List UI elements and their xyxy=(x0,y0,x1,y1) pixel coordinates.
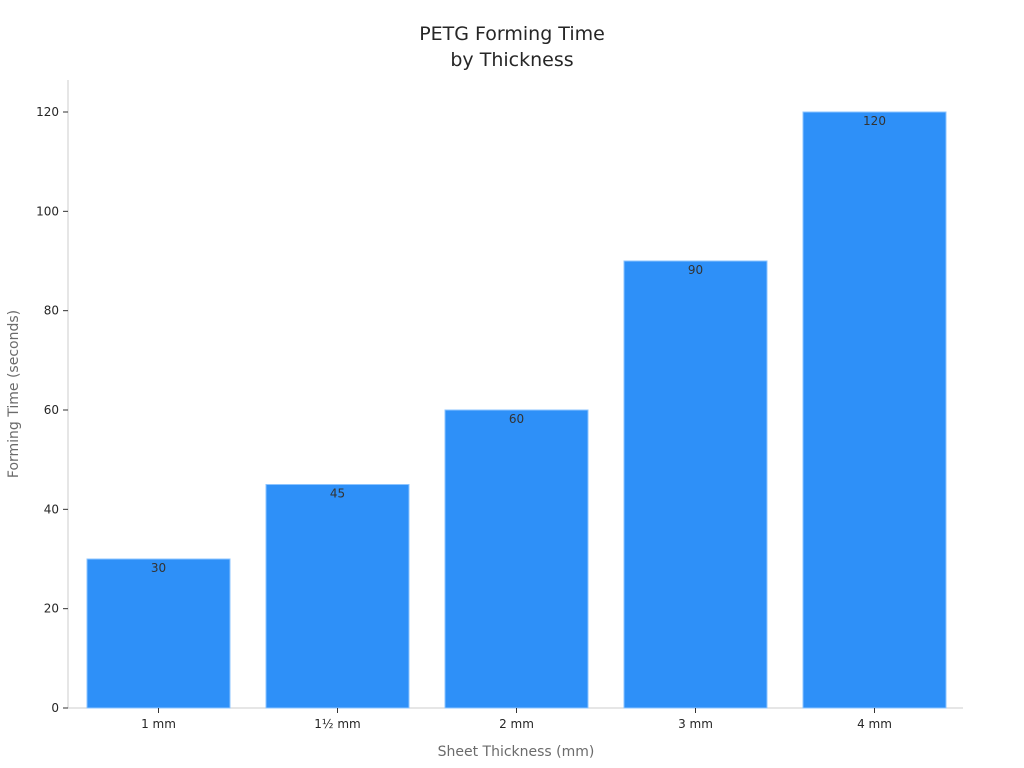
y-tick-label: 80 xyxy=(44,304,59,318)
data-label: 90 xyxy=(688,263,703,277)
y-tick-label: 40 xyxy=(44,502,59,516)
data-label: 30 xyxy=(151,561,166,575)
bar xyxy=(86,558,231,709)
y-tick-label: 100 xyxy=(36,204,59,218)
x-axis-label: Sheet Thickness (mm) xyxy=(438,744,595,760)
data-label: 60 xyxy=(509,412,524,426)
y-axis-label: Forming Time (seconds) xyxy=(6,310,22,478)
x-tick-label: 2 mm xyxy=(499,717,534,731)
chart-title-line-2: by Thickness xyxy=(450,49,573,71)
y-tick-label: 20 xyxy=(44,602,59,616)
y-tick-label: 120 xyxy=(36,105,59,119)
bar xyxy=(265,484,410,709)
bar xyxy=(444,409,589,709)
x-tick-label: 1 mm xyxy=(141,717,176,731)
chart-title-line-1: PETG Forming Time xyxy=(419,23,605,45)
data-label: 120 xyxy=(863,114,886,128)
x-tick-label: 1½ mm xyxy=(314,717,360,731)
x-tick-label: 3 mm xyxy=(678,717,713,731)
bar xyxy=(623,260,768,709)
data-label: 45 xyxy=(330,487,345,501)
bar xyxy=(802,111,947,709)
y-tick-label: 0 xyxy=(51,701,59,715)
x-tick-label: 4 mm xyxy=(857,717,892,731)
y-tick-label: 60 xyxy=(44,403,59,417)
